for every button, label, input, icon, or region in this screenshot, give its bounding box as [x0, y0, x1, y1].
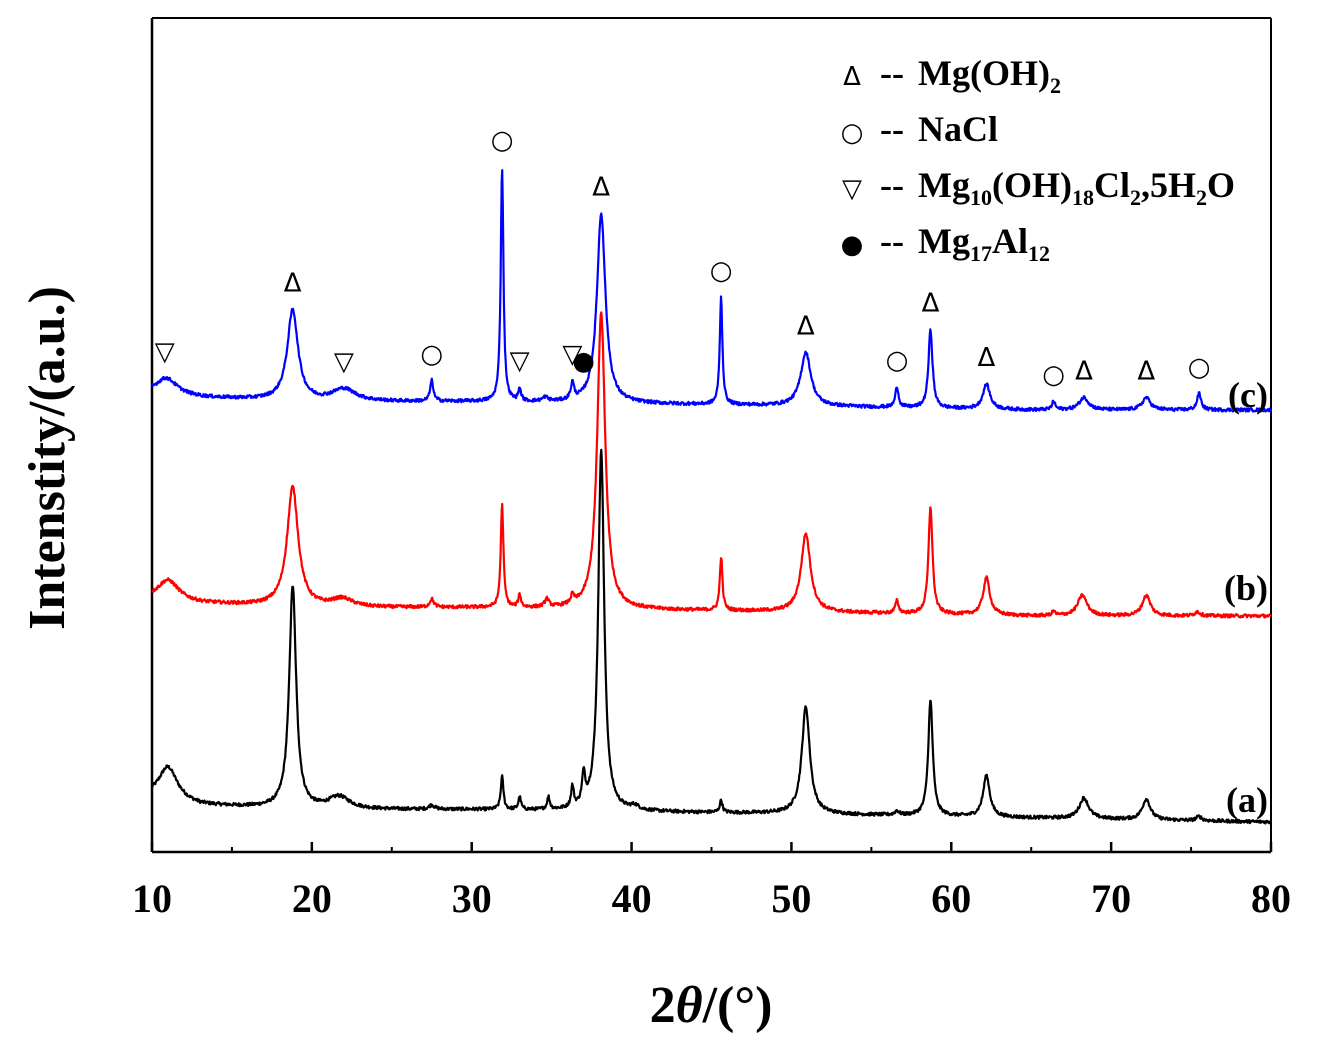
phase-marker: ▽ [334, 347, 354, 377]
x-ticks: 10 20 30 40 50 60 70 80 [132, 842, 1291, 921]
series-label-b: (b) [1224, 568, 1268, 608]
legend-symbol: ○ [841, 118, 864, 148]
phase-marker: ▽ [562, 339, 582, 369]
series-label-c: (c) [1228, 375, 1268, 415]
phase-marker: ○ [1188, 352, 1211, 382]
series-line-b [151, 311, 1272, 619]
x-tick-label: 20 [292, 876, 332, 921]
legend-dash: -- [880, 221, 904, 261]
plot-area [150, 17, 1272, 854]
legend-dash: -- [880, 165, 904, 205]
legend-dash: -- [880, 109, 904, 149]
legend-label: Mg(OH)2 [918, 53, 1061, 98]
phase-marker: ○ [491, 125, 514, 155]
phase-marker: Δ [592, 173, 610, 203]
phase-marker: Δ [978, 343, 996, 373]
legend-symbol: ● [841, 230, 864, 260]
x-tick-label: 40 [612, 876, 652, 921]
series-line-a [151, 448, 1272, 825]
phase-legend: Δ -- Mg(OH)2○ -- NaCl▽ -- Mg10(OH)18Cl2,5H2O● -… [841, 53, 1235, 266]
phase-marker: Δ [284, 268, 302, 298]
x-tick-label: 10 [132, 876, 172, 921]
phase-marker: Δ [1137, 356, 1155, 386]
phase-marker: ▽ [510, 346, 530, 376]
series-line-c [151, 169, 1273, 413]
x-tick-label: 30 [452, 876, 492, 921]
phase-markers: ▽Δ▽ ○○▽ ▽●Δ○Δ○ΔΔ○ Δ Δ ○ [155, 125, 1211, 390]
legend-label: Mg17Al12 [918, 221, 1050, 266]
phase-marker: ▽ [155, 337, 175, 367]
legend-symbol: ▽ [842, 174, 862, 204]
phase-marker: ○ [710, 256, 733, 286]
x-tick-label: 70 [1091, 876, 1131, 921]
phase-marker: ○ [420, 339, 443, 369]
series-labels: (a) (b) (c) [1224, 375, 1268, 820]
phase-marker: Δ [797, 311, 815, 341]
y-axis-title: Intenstity/(a.u.) [19, 286, 76, 630]
phase-marker: Δ [922, 289, 940, 319]
legend-symbol: Δ [843, 62, 861, 92]
phase-marker: Δ [1075, 356, 1093, 386]
x-axis-title: 2θ/(°) [650, 977, 773, 1034]
series-layer [151, 169, 1273, 825]
legend-label: Mg10(OH)18Cl2,5H2O [918, 165, 1235, 210]
legend-dash: -- [880, 53, 904, 93]
x-tick-label: 60 [931, 876, 971, 921]
series-label-a: (a) [1226, 780, 1268, 820]
phase-marker: ● [572, 347, 595, 377]
phase-marker: ○ [886, 345, 909, 375]
x-tick-label: 50 [771, 876, 811, 921]
legend-label: NaCl [918, 109, 998, 149]
phase-marker: ○ [1042, 360, 1065, 390]
x-tick-label: 80 [1251, 876, 1291, 921]
